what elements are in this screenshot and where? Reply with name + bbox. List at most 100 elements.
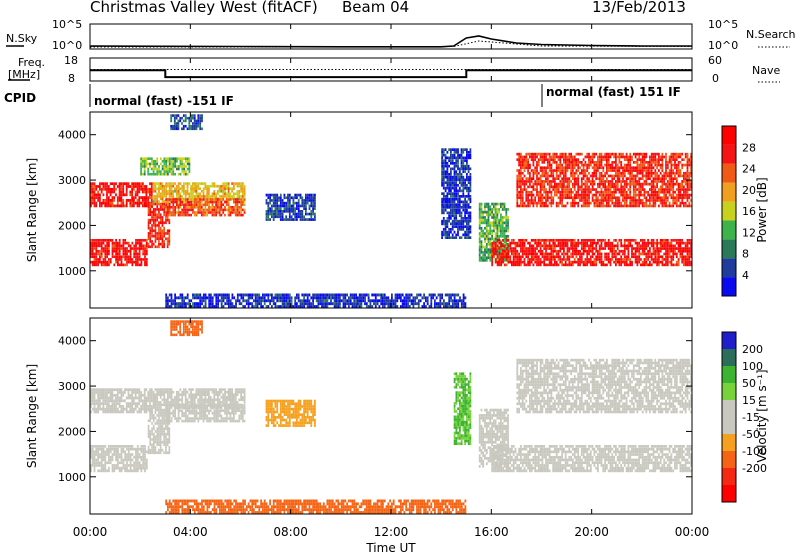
power-cell xyxy=(199,200,201,204)
power-cell xyxy=(598,174,601,178)
power-cell xyxy=(641,171,644,175)
power-cell xyxy=(647,169,649,172)
power-cell xyxy=(647,190,649,194)
power-cell xyxy=(670,239,673,242)
power-cell xyxy=(168,293,171,297)
power-cell xyxy=(586,174,589,178)
power-cell xyxy=(521,199,524,202)
power-cell xyxy=(566,244,569,248)
power-cell xyxy=(518,163,520,167)
power-cell xyxy=(616,260,619,264)
power-cell xyxy=(310,201,313,205)
power-cell xyxy=(213,213,216,217)
power-cell xyxy=(570,201,572,205)
power-cell xyxy=(656,180,658,183)
power-cell xyxy=(240,206,242,209)
power-cell xyxy=(502,244,504,248)
power-cell xyxy=(120,204,123,208)
noise-series-n-search xyxy=(90,40,693,48)
power-cell xyxy=(466,156,468,160)
power-cell xyxy=(129,252,132,256)
power-cell xyxy=(595,169,598,172)
power-cell xyxy=(500,247,503,250)
power-cell xyxy=(589,255,592,259)
power-cell xyxy=(478,259,481,262)
power-cell xyxy=(684,196,687,200)
power-cell xyxy=(552,158,555,161)
power-cell xyxy=(582,174,585,178)
power-cell xyxy=(650,190,653,194)
power-cell xyxy=(222,192,225,196)
power-cell xyxy=(158,195,160,198)
power-cell xyxy=(493,218,495,222)
power-cell xyxy=(451,186,454,190)
power-cell xyxy=(156,187,159,190)
power-cell xyxy=(688,182,691,186)
power-cell xyxy=(650,196,653,200)
power-cell xyxy=(645,196,648,200)
power-cell xyxy=(236,213,239,217)
power-cell xyxy=(140,157,142,160)
power-cell xyxy=(670,152,673,156)
power-cell xyxy=(677,174,680,178)
power-cell xyxy=(681,260,684,264)
power-cell xyxy=(156,237,159,241)
power-cell xyxy=(466,211,468,215)
power-cell xyxy=(294,215,297,219)
power-cell xyxy=(142,258,145,261)
power-cell xyxy=(166,232,169,235)
power-cell xyxy=(672,155,675,159)
power-cell xyxy=(165,165,168,168)
power-cell xyxy=(579,199,581,202)
power-cell xyxy=(453,219,456,223)
power-cell xyxy=(451,208,454,212)
power-cell xyxy=(634,258,637,261)
power-cell xyxy=(640,201,642,205)
power-cell xyxy=(271,199,273,202)
power-cell xyxy=(509,249,512,253)
power-cell xyxy=(161,240,164,243)
power-cell xyxy=(604,241,606,245)
power-cell xyxy=(186,293,189,297)
power-cell xyxy=(274,212,277,216)
power-cell xyxy=(158,245,160,249)
power-cell xyxy=(573,182,576,186)
power-cell xyxy=(125,199,128,202)
power-cell xyxy=(537,258,540,261)
power-cell xyxy=(168,182,171,185)
power-cell xyxy=(548,258,551,261)
power-cell xyxy=(629,174,632,178)
power-cell xyxy=(530,152,533,156)
power-cell xyxy=(161,208,164,211)
power-cell xyxy=(638,201,641,205)
power-cell xyxy=(133,201,135,205)
power-cell xyxy=(688,196,691,200)
power-cell xyxy=(113,241,116,245)
power-cell xyxy=(523,163,526,167)
power-cell xyxy=(539,166,542,170)
power-cell xyxy=(584,193,587,197)
power-cell xyxy=(174,190,176,193)
power-cell xyxy=(442,208,445,212)
power-cell xyxy=(296,207,298,210)
power-cell xyxy=(489,237,492,241)
power-cell xyxy=(195,293,198,297)
power-cell xyxy=(147,205,150,209)
power-cell xyxy=(575,180,578,183)
power-cell xyxy=(192,203,194,206)
power-cell xyxy=(568,263,571,267)
power-cell xyxy=(602,260,605,264)
power-cell xyxy=(208,197,210,201)
power-cell xyxy=(604,188,606,191)
power-cell xyxy=(467,225,470,228)
power-cell xyxy=(448,148,450,151)
power-cell xyxy=(654,201,657,205)
power-cell xyxy=(464,200,466,204)
power-cell xyxy=(185,160,187,163)
power-cell xyxy=(595,174,598,178)
power-cell xyxy=(641,185,644,189)
power-cell xyxy=(530,252,533,256)
power-cell xyxy=(457,192,459,195)
power-cell xyxy=(566,201,569,205)
power-cell xyxy=(683,158,685,161)
